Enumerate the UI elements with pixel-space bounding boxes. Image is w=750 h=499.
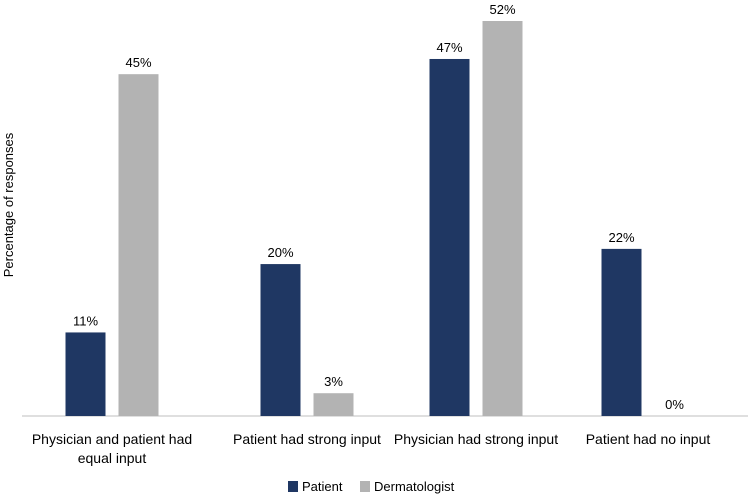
x-tick-label-3: Physician had strong input	[394, 431, 558, 447]
x-tick-label-2: Patient had strong input	[233, 431, 381, 447]
data-label-patient-3: 47%	[436, 40, 462, 55]
data-label-patient-4: 22%	[608, 230, 634, 245]
x-tick-label-4: Patient had no input	[586, 431, 711, 447]
legend-swatch-dermatologist	[360, 481, 370, 492]
legend-label-dermatologist: Dermatologist	[374, 479, 455, 494]
bar-patient-2	[260, 264, 301, 416]
bar-patient-3	[429, 58, 470, 416]
data-label-dermatologist-2: 3%	[324, 374, 343, 389]
bar-dermatologist-2	[313, 393, 354, 416]
data-label-patient-2: 20%	[267, 245, 293, 260]
y-axis-title: Percentage of responses	[1, 132, 16, 277]
x-tick-label-1: Physician and patient had	[32, 431, 192, 447]
legend-label-patient: Patient	[302, 479, 343, 494]
data-label-dermatologist-1: 45%	[125, 55, 151, 70]
bar-patient-1	[65, 332, 106, 416]
bar-patient-4	[601, 248, 642, 416]
x-tick-label-1: equal input	[78, 450, 147, 466]
bar-dermatologist-1	[118, 74, 159, 416]
data-label-dermatologist-4: 0%	[665, 397, 684, 412]
bar-dermatologist-3	[482, 21, 523, 416]
legend-swatch-patient	[288, 481, 298, 492]
data-label-dermatologist-3: 52%	[489, 2, 515, 17]
data-label-patient-1: 11%	[73, 313, 98, 328]
